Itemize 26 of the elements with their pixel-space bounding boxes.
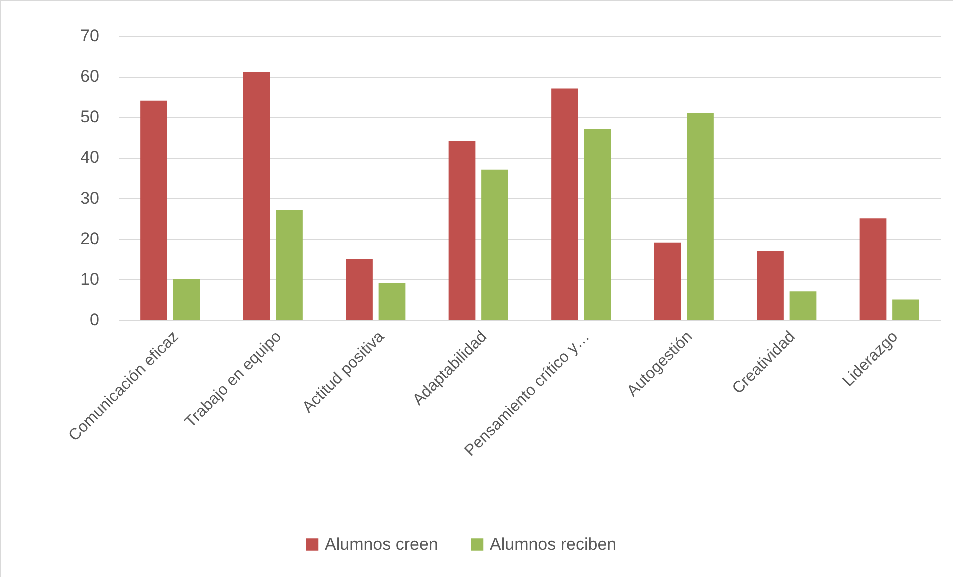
bar bbox=[892, 300, 920, 320]
bar bbox=[173, 279, 200, 320]
bar bbox=[860, 218, 887, 320]
bar bbox=[552, 88, 578, 320]
y-tick-label: 60 bbox=[80, 67, 100, 86]
bar bbox=[790, 292, 817, 320]
y-tick-label: 30 bbox=[80, 188, 100, 208]
bar bbox=[448, 141, 476, 320]
bar bbox=[140, 100, 168, 320]
y-tick-label: 0 bbox=[90, 310, 100, 330]
y-tick-label: 20 bbox=[80, 229, 100, 248]
y-tick-label: 70 bbox=[80, 26, 100, 46]
y-tick-label: 50 bbox=[80, 108, 100, 127]
bar bbox=[243, 72, 270, 320]
bar bbox=[584, 129, 612, 320]
y-tick-label: 40 bbox=[80, 148, 100, 168]
bar bbox=[346, 259, 373, 320]
legend-label: Alumnos creen bbox=[325, 534, 438, 554]
bar bbox=[276, 210, 303, 320]
legend-label: Alumnos reciben bbox=[490, 534, 617, 554]
bar bbox=[654, 242, 682, 320]
bar bbox=[687, 113, 714, 320]
bar bbox=[482, 170, 508, 320]
y-tick-label: 10 bbox=[80, 270, 100, 289]
bar bbox=[757, 251, 784, 320]
bar bbox=[378, 283, 406, 320]
